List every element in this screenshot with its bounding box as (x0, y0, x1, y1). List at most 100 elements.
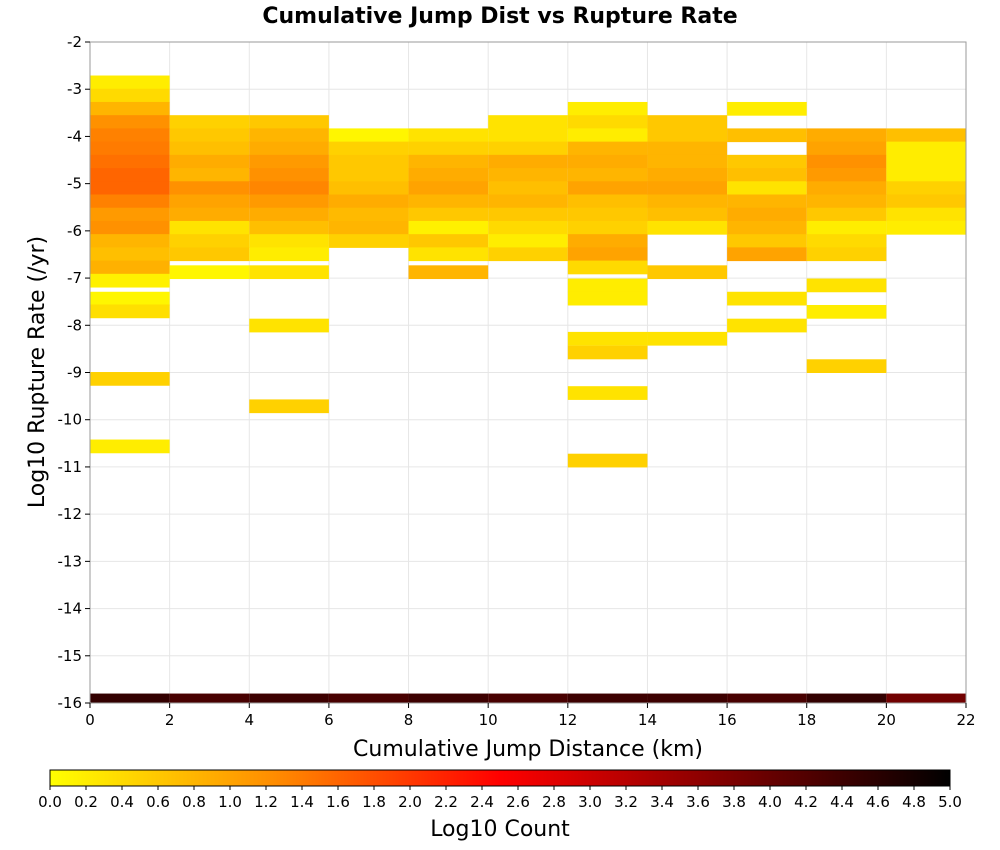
y-tick-label: -2 (67, 33, 82, 51)
heatmap-cell (328, 181, 409, 196)
heatmap-cell (328, 234, 409, 248)
colorbar-tick-label: 4.6 (866, 793, 890, 811)
heatmap-cell (488, 220, 568, 235)
heatmap-cell (806, 247, 887, 262)
heatmap-cell-floor (886, 693, 966, 703)
heatmap-cell (249, 141, 329, 156)
y-tick-label: -6 (67, 222, 82, 240)
heatmap-cell (647, 115, 728, 129)
colorbar-tick-label: 2.2 (434, 793, 458, 811)
heatmap-cell (647, 265, 728, 280)
heatmap-cell (488, 128, 568, 143)
heatmap-cell (727, 168, 807, 182)
heatmap-cell-floor (567, 693, 648, 703)
heatmap-cell (567, 101, 648, 116)
heatmap-cell (408, 220, 489, 235)
colorbar-label: Log10 Count (430, 817, 570, 842)
x-tick-label: 22 (956, 711, 975, 729)
heatmap-cell (886, 220, 966, 235)
colorbar-tick-label: 2.8 (542, 793, 566, 811)
heatmap-cell (249, 399, 329, 414)
heatmap-cell (90, 439, 170, 454)
chart-title: Cumulative Jump Dist vs Rupture Rate (262, 4, 737, 29)
colorbar-tick-label: 4.2 (794, 793, 818, 811)
heatmap-cell (169, 234, 250, 248)
heatmap-cell (408, 234, 489, 248)
heatmap-cell (488, 181, 568, 196)
y-tick-label: -3 (67, 80, 82, 98)
heatmap-cell (169, 168, 250, 182)
heatmap-cell (90, 115, 170, 129)
heatmap-cell (249, 220, 329, 235)
heatmap-cell (328, 141, 409, 156)
y-tick-label: -5 (67, 175, 82, 193)
heatmap-cell (567, 220, 648, 235)
heatmap-cell (169, 194, 250, 209)
heatmap-cell (90, 181, 170, 196)
heatmap-cell-floor (169, 693, 250, 703)
heatmap-cell (567, 234, 648, 248)
heatmap-cell (90, 273, 170, 288)
heatmap-cell (647, 207, 728, 222)
heatmap-cell (408, 207, 489, 222)
y-tick-label: -16 (58, 694, 83, 712)
heatmap-cell (169, 128, 250, 143)
heatmap-cell (90, 207, 170, 222)
heatmap-cell (249, 168, 329, 182)
heatmap-cell (886, 181, 966, 196)
y-tick-label: -4 (67, 127, 82, 145)
heatmap-cell (488, 194, 568, 209)
heatmap-cell-floor (488, 693, 568, 703)
heatmap-cell (886, 128, 966, 143)
heatmap-cell (328, 128, 409, 143)
x-tick-label: 18 (797, 711, 816, 729)
heatmap-cell (169, 141, 250, 156)
heatmap-cell (488, 115, 568, 129)
heatmap-cells (90, 75, 966, 703)
heatmap-cell (90, 304, 170, 319)
heatmap-cell (567, 291, 648, 306)
y-axis-label: Log10 Rupture Rate (/yr) (25, 236, 50, 508)
y-tick-label: -11 (58, 458, 83, 476)
heatmap-cell-floor (249, 693, 329, 703)
heatmap-cell (90, 194, 170, 209)
heatmap-cell (806, 359, 887, 373)
colorbar-tick-label: 2.6 (506, 793, 530, 811)
x-tick-label: 10 (479, 711, 498, 729)
heatmap-cell (567, 278, 648, 293)
heatmap-cell (806, 141, 887, 156)
heatmap-cell (647, 128, 728, 143)
heatmap-cell (249, 181, 329, 196)
heatmap-cell (727, 291, 807, 306)
colorbar-tick-label: 0.2 (74, 793, 98, 811)
heatmap-cell (249, 194, 329, 209)
heatmap-cell (647, 141, 728, 156)
heatmap-cell-floor (806, 693, 887, 703)
heatmap-cell (886, 154, 966, 169)
heatmap-cell (169, 154, 250, 169)
heatmap-cell (886, 207, 966, 222)
heatmap-cell (727, 220, 807, 235)
heatmap-cell (408, 247, 489, 262)
heatmap-cell-floor (90, 693, 170, 703)
colorbar-tick-label: 0.8 (182, 793, 206, 811)
x-tick-label: 2 (165, 711, 175, 729)
y-tick-label: -14 (58, 600, 83, 618)
heatmap-cell (727, 234, 807, 248)
heatmap-cell (90, 260, 170, 275)
heatmap-cell (328, 194, 409, 209)
heatmap-cell (647, 220, 728, 235)
y-tick-label: -12 (58, 505, 83, 523)
colorbar-tick-label: 4.8 (902, 793, 926, 811)
colorbar-tick-label: 4.4 (830, 793, 854, 811)
colorbar-tick-label: 0.4 (110, 793, 134, 811)
heatmap-cell (328, 207, 409, 222)
heatmap-cell (169, 247, 250, 262)
colorbar-tick-label: 1.4 (290, 793, 314, 811)
heatmap-cell (567, 207, 648, 222)
heatmap-cell (90, 141, 170, 156)
y-tick-label: -9 (67, 364, 82, 382)
heatmap-cell (408, 141, 489, 156)
heatmap-cell (567, 194, 648, 209)
